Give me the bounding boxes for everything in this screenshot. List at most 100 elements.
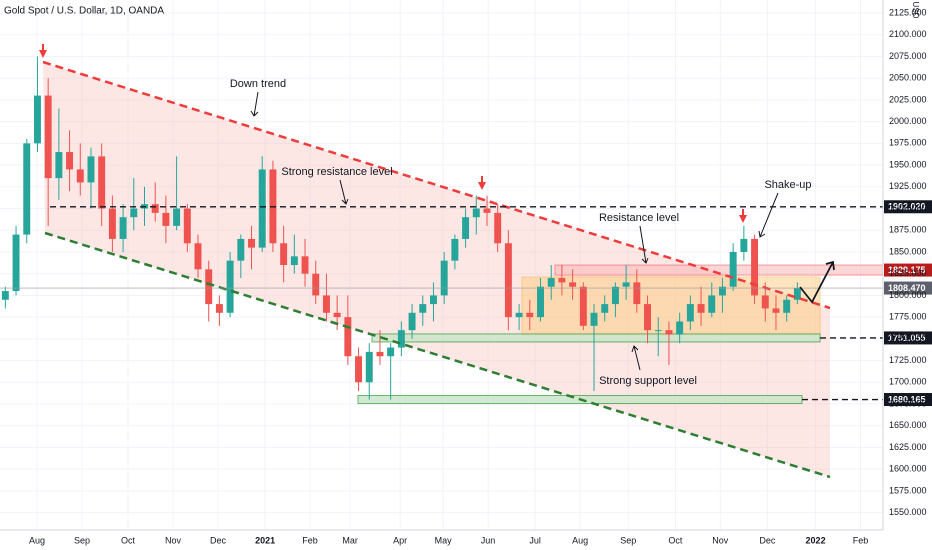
y-tick-label: 1550.000 xyxy=(889,507,927,517)
candle-body xyxy=(290,256,298,265)
x-tick-label: Nov xyxy=(712,535,729,545)
candle-body xyxy=(590,312,598,326)
x-tick-label: Oct xyxy=(668,535,683,545)
level-label: 1680.165 xyxy=(888,394,926,404)
candle-body xyxy=(504,243,512,318)
candle-body xyxy=(676,321,684,335)
candle-body xyxy=(215,304,223,313)
candle-body xyxy=(1,291,9,300)
candle-body xyxy=(344,317,352,357)
candle-body xyxy=(44,95,52,179)
arrow xyxy=(758,192,779,238)
level-label: 1808.470 xyxy=(888,283,926,293)
x-tick-label: Dec xyxy=(210,535,227,545)
y-tick-label: 1925.000 xyxy=(889,181,927,191)
candle-body xyxy=(258,169,266,248)
level-label: 1829.175 xyxy=(888,265,926,275)
level-label-bg xyxy=(884,393,932,407)
candle-body xyxy=(665,330,673,335)
x-tick-label: Aug xyxy=(572,535,588,545)
candle-body xyxy=(397,330,405,348)
arrow xyxy=(639,225,649,264)
support-trend-line xyxy=(44,231,831,479)
arrow xyxy=(39,44,47,58)
candle-body xyxy=(205,269,213,305)
candle-body xyxy=(419,304,427,313)
candle-body xyxy=(237,238,245,261)
candle-body xyxy=(601,304,609,313)
candle-body xyxy=(162,212,170,226)
candle-body xyxy=(365,351,373,383)
x-tick-label: Dec xyxy=(759,535,776,545)
candle-body xyxy=(151,204,159,213)
candle-body xyxy=(579,286,587,326)
y-tick-label: 1800.000 xyxy=(889,290,927,300)
annotation: Down trend xyxy=(230,78,286,90)
candle-body xyxy=(226,260,234,313)
candle-body xyxy=(472,208,480,218)
arrow xyxy=(250,91,259,117)
candle-body xyxy=(793,288,801,300)
candle-body xyxy=(183,208,191,244)
candle-body xyxy=(526,312,534,318)
candle-body xyxy=(718,286,726,296)
y-tick-label: 2000.000 xyxy=(889,116,927,126)
arrow xyxy=(339,179,349,205)
y-tick-label: 1975.000 xyxy=(889,138,927,148)
candle-body xyxy=(483,208,491,213)
y-tick-label: 1825.000 xyxy=(889,268,927,278)
y-tick-label: 1650.000 xyxy=(889,420,927,430)
candle-body xyxy=(130,208,138,218)
x-tick-label: 2022 xyxy=(806,535,826,545)
candle-body xyxy=(462,217,470,239)
chart-title: Gold Spot / U.S. Dollar, 1D, OANDA xyxy=(4,6,164,17)
candle-body xyxy=(322,295,330,313)
annotation: Strong support level xyxy=(599,375,697,387)
candle-body xyxy=(558,278,566,283)
y-tick-label: 2025.000 xyxy=(889,94,927,104)
y-tick-label: 1875.000 xyxy=(889,225,927,235)
x-tick-label: Feb xyxy=(302,535,318,545)
candle-body xyxy=(783,299,791,313)
annotation: Strong resistance level xyxy=(281,166,392,178)
candle-body xyxy=(622,282,630,287)
candle-body xyxy=(611,286,619,305)
candle-body xyxy=(280,243,288,265)
candle-body xyxy=(55,152,63,179)
arrow xyxy=(478,176,486,190)
x-tick-label: Aug xyxy=(29,535,45,545)
y-tick-label: 1625.000 xyxy=(889,442,927,452)
candle-body xyxy=(569,282,577,287)
x-tick-label: 2021 xyxy=(255,535,275,545)
support-zone xyxy=(371,333,821,343)
candle-body xyxy=(66,152,74,170)
x-tick-label: Oct xyxy=(121,535,136,545)
candle-body xyxy=(686,304,694,322)
annotation-arrows xyxy=(250,91,835,371)
candle-body xyxy=(173,208,181,226)
currency-label: USD xyxy=(911,2,920,19)
candle-body xyxy=(108,208,116,239)
candle-body xyxy=(644,304,652,331)
y-tick-label: 2050.000 xyxy=(889,73,927,83)
y-tick-label: 1675.000 xyxy=(889,398,927,408)
candle-body xyxy=(119,217,127,239)
candle-body xyxy=(301,256,309,274)
candle-body xyxy=(751,238,759,296)
level-label: 1751.055 xyxy=(888,333,926,343)
x-tick-label: May xyxy=(435,535,453,545)
candle-body xyxy=(87,156,95,183)
x-tick-label: Sep xyxy=(620,535,636,545)
level-label-bg xyxy=(884,331,932,345)
y-tick-label: 2100.000 xyxy=(889,29,927,39)
x-tick-label: Mar xyxy=(342,535,358,545)
candle-body xyxy=(33,95,41,144)
candle-body xyxy=(547,278,555,287)
candle-body xyxy=(697,304,705,313)
range-zone xyxy=(521,276,821,336)
candle-body xyxy=(98,156,106,209)
candle-body xyxy=(494,212,502,244)
candle-body xyxy=(451,238,459,261)
